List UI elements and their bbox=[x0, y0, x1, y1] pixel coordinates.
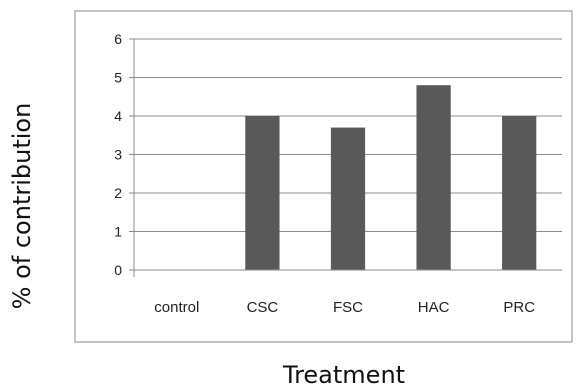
bar-prc bbox=[502, 116, 537, 270]
y-tick-labels: 0 1 2 3 4 5 6 bbox=[114, 31, 122, 278]
plot-area-border bbox=[74, 10, 573, 343]
y-tick-label: 6 bbox=[114, 31, 122, 47]
y-tick-label: 0 bbox=[114, 262, 122, 278]
bars bbox=[245, 85, 537, 270]
bar-hac bbox=[416, 85, 451, 270]
x-tick-label: control bbox=[154, 299, 199, 316]
bar-fsc bbox=[330, 127, 366, 270]
x-tick-label: FSC bbox=[333, 299, 363, 316]
y-tick-label: 3 bbox=[114, 147, 122, 163]
x-tick-labels: control CSC FSC HAC PRC bbox=[154, 299, 535, 316]
y-tick-label: 1 bbox=[114, 224, 122, 240]
x-tick-label: HAC bbox=[418, 299, 450, 316]
x-tick-label: CSC bbox=[247, 299, 279, 316]
y-tick-label: 4 bbox=[114, 108, 122, 124]
y-axis-title: % of contribution bbox=[8, 103, 36, 310]
bar-csc bbox=[245, 116, 280, 270]
y-tick-label: 5 bbox=[114, 70, 122, 86]
x-tick-label: PRC bbox=[503, 299, 535, 316]
y-tick-label: 2 bbox=[114, 185, 122, 201]
x-axis-title: Treatment bbox=[282, 361, 405, 388]
